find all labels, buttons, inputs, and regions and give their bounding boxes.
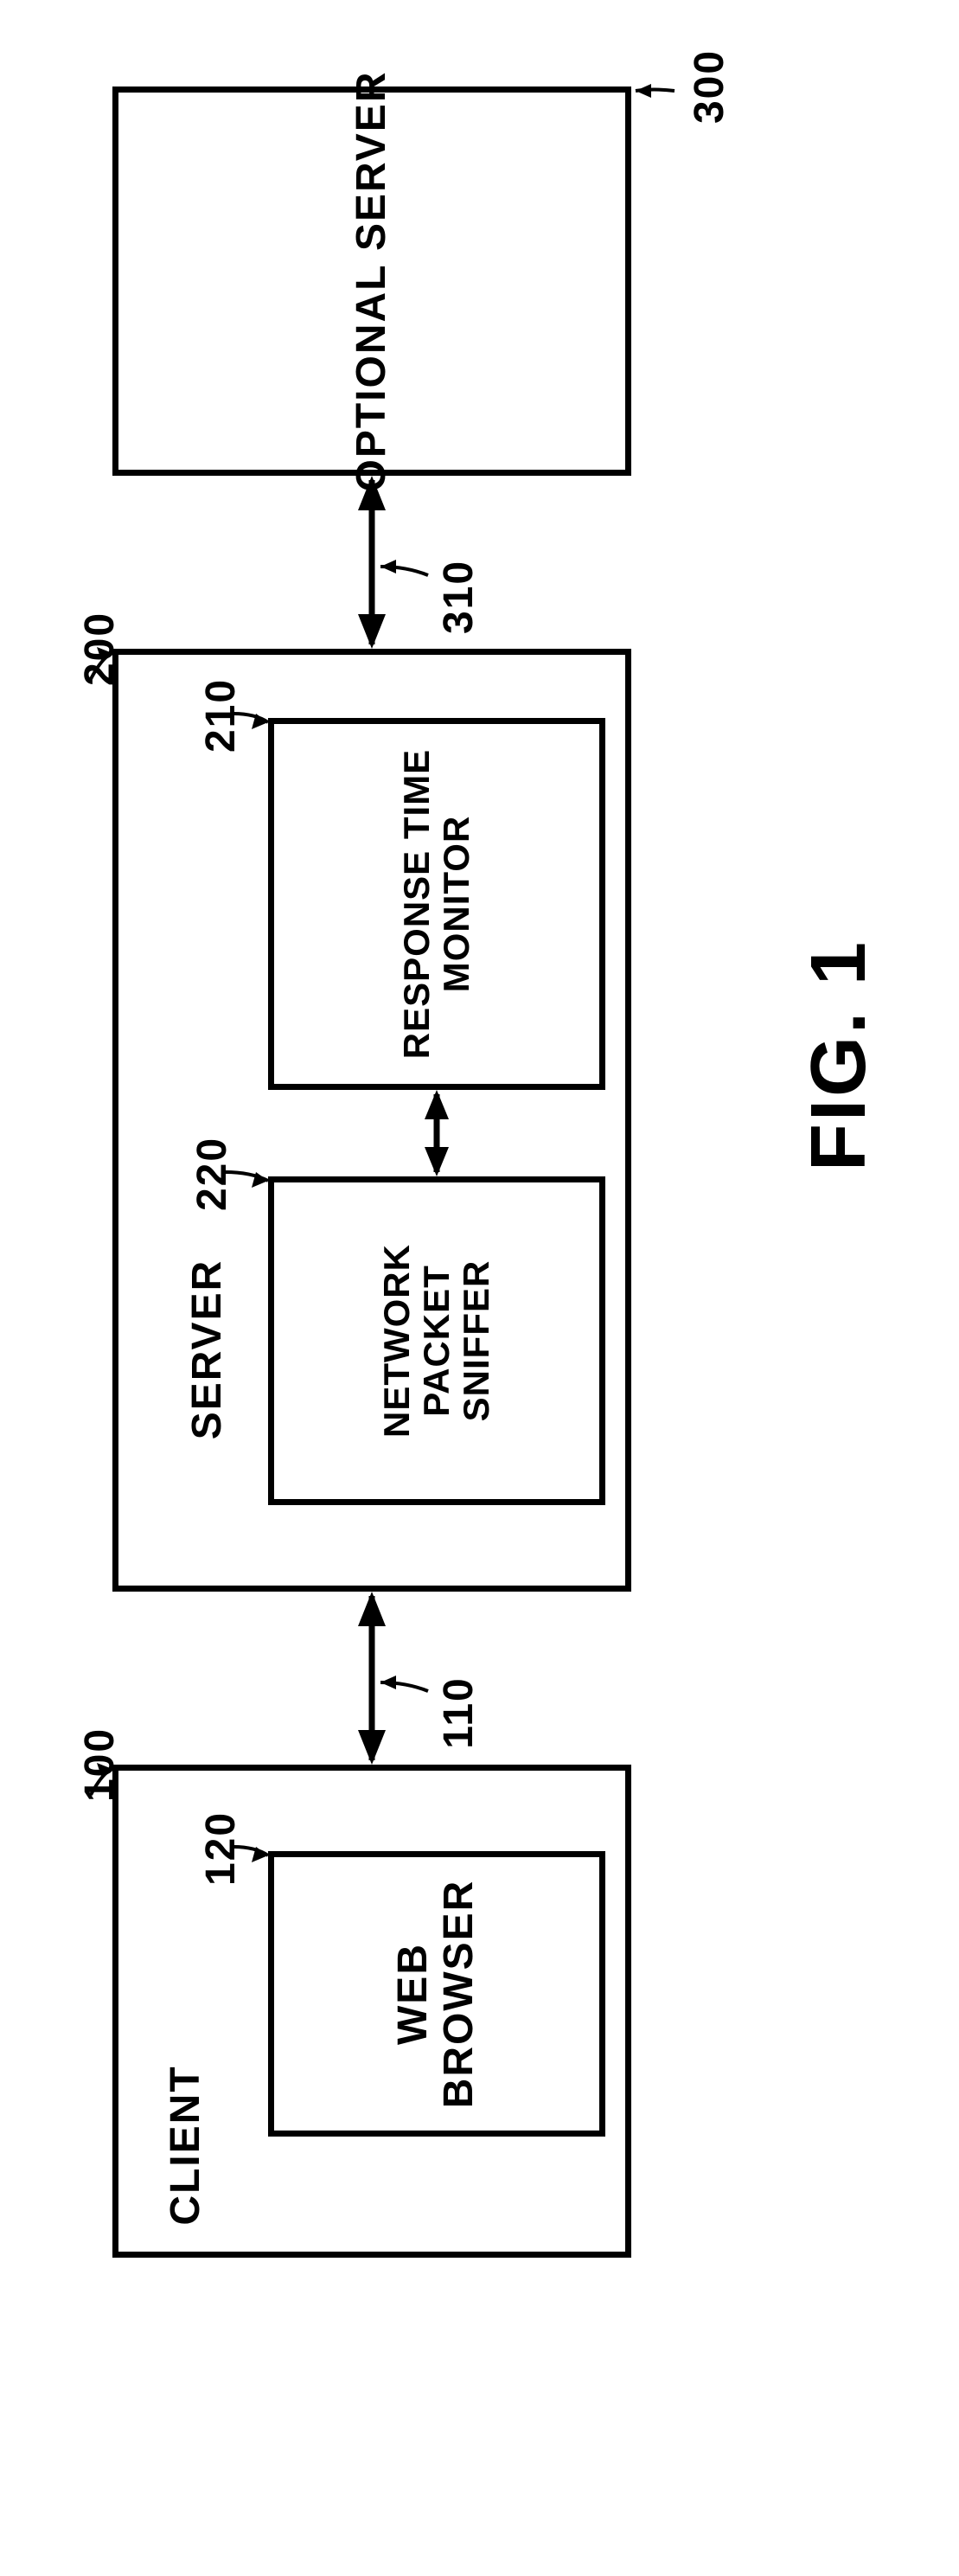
client-title: CLIENT [160, 2011, 212, 2279]
optional-server-label: OPTIONAL SERVER [177, 22, 566, 541]
conn-client-server-ref: 110 [432, 1661, 484, 1765]
diagram-canvas: OPTIONAL SERVER 300 310 SERVER 200 RESPO… [0, 0, 959, 2576]
client-ref: 100 [74, 1713, 125, 1817]
optional-server-ref: 300 [683, 35, 735, 138]
monitor-ref: 210 [195, 663, 246, 767]
figure-label: FIG. 1 [787, 882, 891, 1228]
web-browser-label: WEB BROWSER [294, 1825, 579, 2163]
network-packet-sniffer-label: NETWORK PACKET SNIFFER [272, 1172, 601, 1509]
conn-server-optional-ref: 310 [432, 545, 484, 649]
response-time-monitor-label: RESPONSE TIME MONITOR [251, 735, 623, 1073]
server-title: SERVER [182, 1176, 233, 1522]
server-ref: 200 [74, 597, 125, 701]
browser-ref: 120 [195, 1797, 246, 1900]
sniffer-ref: 220 [186, 1122, 238, 1226]
